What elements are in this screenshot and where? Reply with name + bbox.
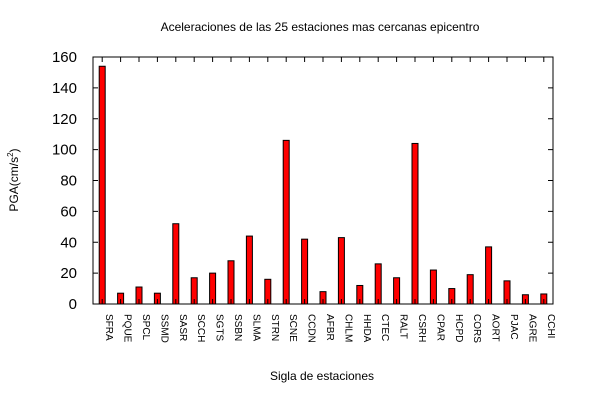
bar-aort	[485, 246, 493, 305]
x-tick-label-ccdn: CCDN	[306, 314, 317, 343]
bar-slma	[245, 235, 253, 305]
x-tick-label-strn: STRN	[269, 314, 280, 341]
y-tick-label: 0	[69, 296, 77, 313]
bars	[98, 65, 548, 305]
x-tick-label-agre: AGRE	[526, 314, 537, 343]
y-tick-label: 120	[52, 111, 77, 128]
x-tick-label-ssmd: SSMD	[158, 314, 169, 343]
bar-scne	[282, 139, 290, 305]
x-axis-ticks: SFRA PQUE SPCL SSMD SASR SCCH SGTS SSBN SLMA STRN…	[101, 57, 556, 343]
x-tick-label-ssbn: SSBN	[232, 314, 243, 341]
x-tick-label-slma: SLMA	[250, 314, 261, 342]
bar-ssbn	[227, 260, 235, 305]
y-tick-label: 80	[60, 173, 77, 190]
x-tick-label-scch: SCCH	[195, 314, 206, 342]
x-tick-label-ctec: CTEC	[379, 314, 390, 341]
x-tick-label-aort: AORT	[490, 314, 501, 342]
x-axis-label: Sigla de estaciones	[270, 369, 374, 383]
y-tick-label: 140	[52, 80, 77, 97]
chart-title: Aceleraciones de las 25 estaciones mas c…	[161, 20, 480, 34]
y-tick-label: 100	[52, 142, 77, 159]
plot-frame	[92, 56, 554, 305]
x-tick-label-hhda: HHDA	[361, 314, 372, 343]
x-tick-label-chlm: CHLM	[342, 314, 353, 342]
x-tick-label-scne: SCNE	[287, 314, 298, 342]
x-tick-label-sasr: SASR	[177, 314, 188, 341]
x-tick-label-sfra: SFRA	[103, 314, 114, 341]
y-tick-label: 60	[60, 203, 77, 220]
bar-cpar	[429, 269, 437, 305]
x-tick-label-spcl: SPCL	[140, 314, 151, 341]
y-axis-label: PGA(cm/s2)	[6, 148, 21, 211]
svg-text:PGA(cm/s2): PGA(cm/s2)	[6, 148, 21, 211]
y-axis-label-text: PGA(cm/s	[7, 157, 21, 212]
x-tick-label-cpar: CPAR	[434, 314, 445, 341]
y-tick-label: 20	[60, 265, 77, 282]
bar-sfra	[98, 65, 106, 305]
x-tick-label-pque: PQUE	[122, 314, 133, 343]
x-tick-label-cchi: CCHI	[545, 314, 556, 338]
bar-csrh	[411, 142, 419, 305]
bar-chlm	[337, 237, 345, 305]
bar-sasr	[172, 223, 180, 305]
bar-ccdn	[301, 238, 309, 305]
x-tick-label-hcpd: HCPD	[453, 314, 464, 342]
y-axis-ticks: 0 20 40 60 80 100 120 140 160	[52, 49, 553, 313]
x-tick-label-afbr: AFBR	[324, 314, 335, 341]
x-tick-label-csrh: CSRH	[416, 314, 427, 342]
bar-ctec	[374, 263, 382, 305]
y-tick-label: 40	[60, 234, 77, 251]
y-axis-label-close: )	[7, 148, 21, 152]
y-axis-label-superscript: 2	[6, 152, 15, 157]
x-tick-label-cors: CORS	[471, 314, 482, 343]
x-tick-label-pjac: PJAC	[508, 314, 519, 340]
y-tick-label: 160	[52, 49, 77, 66]
x-tick-label-sgts: SGTS	[214, 314, 225, 342]
x-tick-label-ralt: RALT	[398, 314, 409, 339]
